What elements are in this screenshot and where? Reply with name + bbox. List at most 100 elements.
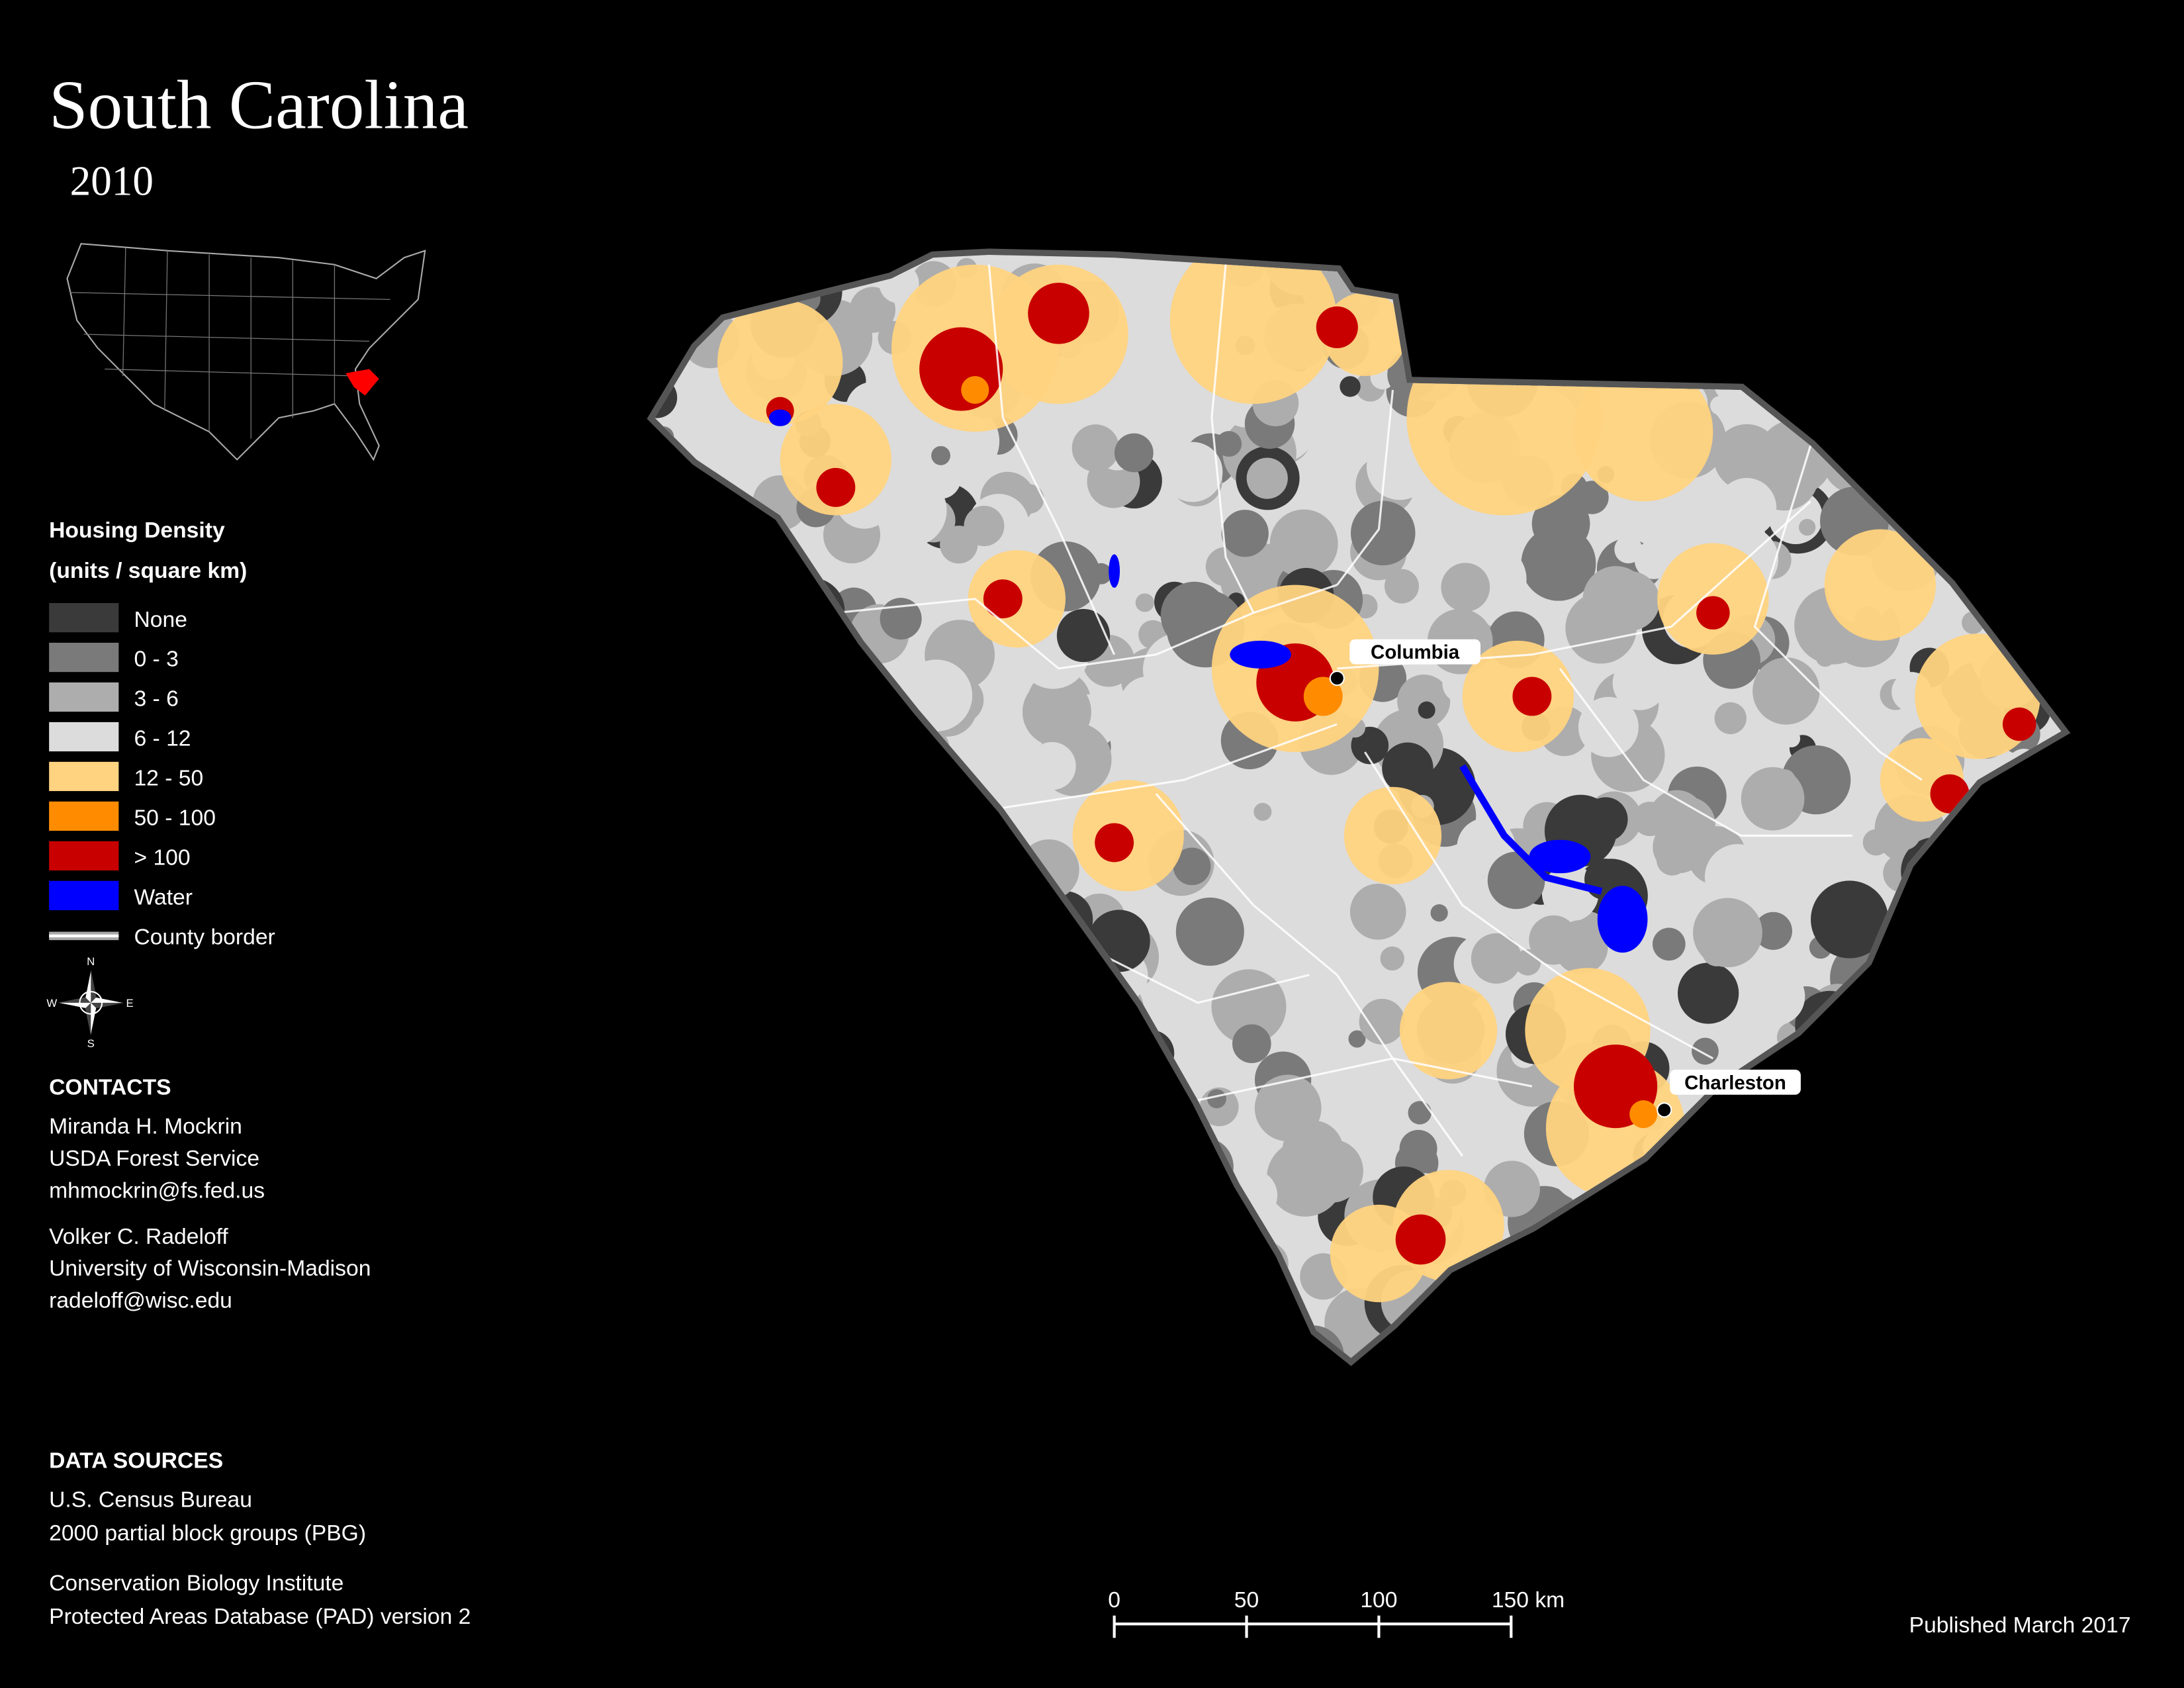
density-patch	[790, 590, 825, 625]
density-patch	[994, 915, 1033, 954]
density-patch	[1925, 990, 1981, 1046]
density-patch	[1042, 1276, 1077, 1312]
density-patch	[893, 1304, 945, 1356]
density-patch	[899, 965, 917, 983]
density-patch	[1916, 1037, 1974, 1095]
compass-n: N	[87, 955, 95, 968]
density-patch	[1491, 1290, 1520, 1319]
density-patch	[1710, 396, 1729, 416]
density-patch	[1833, 1236, 1856, 1258]
density-patch	[1987, 303, 2009, 324]
density-patch	[940, 1305, 964, 1328]
density-patch	[1053, 977, 1075, 1000]
density-patch	[772, 827, 814, 870]
density-patch	[1147, 737, 1181, 771]
density-patch	[772, 255, 806, 271]
density-patch	[1972, 255, 2035, 311]
density-patch	[1663, 1242, 1683, 1261]
density-patch	[1487, 255, 1565, 305]
density-patch	[852, 1076, 901, 1127]
density-patch	[2002, 707, 2036, 741]
density-patch	[655, 1092, 719, 1157]
density-patch	[990, 984, 1017, 1010]
density-patch	[734, 1329, 794, 1358]
density-patch	[1128, 1303, 1190, 1358]
density-patch	[1303, 677, 1343, 716]
water	[768, 409, 792, 426]
density-patch	[727, 257, 770, 301]
density-patch	[2004, 349, 2060, 404]
density-patch	[1175, 897, 1244, 966]
density-patch	[1211, 969, 1287, 1045]
scale-label: 50	[1234, 1588, 1259, 1613]
density-patch	[655, 1046, 676, 1088]
density-patch	[911, 1109, 976, 1174]
density-patch	[1006, 1225, 1042, 1260]
density-patch	[684, 853, 740, 910]
density-patch	[1776, 1234, 1848, 1307]
density-patch	[766, 1023, 834, 1090]
density-patch	[1691, 300, 1709, 318]
density-patch	[1502, 255, 1570, 302]
density-patch	[768, 698, 791, 721]
density-patch	[1611, 320, 1683, 392]
density-patch	[1673, 1179, 1712, 1218]
density-patch	[903, 829, 927, 853]
scale-bar: 0 50 100 150 km	[1108, 1588, 1565, 1638]
county-border	[1559, 667, 1852, 837]
density-patch	[1839, 1242, 1892, 1295]
density-patch	[1077, 1072, 1153, 1147]
density-patch	[2021, 765, 2055, 799]
density-patch	[803, 981, 875, 1053]
water	[1597, 886, 1648, 953]
density-patch	[929, 1284, 1001, 1356]
density-patch	[956, 930, 991, 965]
scale-label: 100	[1360, 1588, 1397, 1613]
title: South Carolina	[49, 66, 469, 144]
density-patch	[658, 590, 711, 643]
density-patch	[794, 800, 811, 818]
density-patch	[1924, 430, 1993, 498]
density-patch	[983, 579, 1023, 619]
density-patch	[1395, 1214, 1446, 1265]
density-patch	[1445, 1331, 1466, 1353]
density-patch	[1633, 802, 1668, 837]
contacts: Miranda H. Mockrin USDA Forest Service mhm…	[49, 1115, 371, 1313]
water	[1230, 640, 1291, 669]
density-patch	[712, 1109, 741, 1139]
density-patch	[680, 899, 712, 931]
density-patch	[1946, 1215, 2014, 1284]
density-patch	[1233, 755, 1309, 831]
density-patch	[1886, 377, 1919, 409]
density-patch	[1194, 1299, 1234, 1338]
density-patch	[860, 1140, 913, 1194]
density-patch	[689, 851, 754, 915]
density-patch	[1774, 319, 1805, 350]
density-patch	[1565, 1256, 1614, 1305]
density-patch	[1399, 1129, 1437, 1168]
density-patch	[1653, 820, 1706, 874]
density-patch	[961, 376, 989, 404]
density-patch	[874, 474, 947, 547]
density-patch	[1890, 989, 1917, 1015]
density-patch	[2017, 1178, 2044, 1206]
density-patch	[1071, 424, 1120, 472]
density-patch	[925, 847, 995, 918]
density-patch	[1666, 1131, 1726, 1192]
density-patch	[694, 1189, 753, 1248]
density-patch	[1655, 319, 1686, 349]
density-patch	[1917, 1243, 1958, 1283]
density-patch	[1629, 1247, 1676, 1295]
density-patch	[1531, 494, 1590, 553]
density-patch	[984, 1109, 1056, 1181]
legend-label: None	[134, 608, 187, 632]
density-patch	[1476, 1307, 1551, 1358]
density-patch	[2014, 963, 2062, 1018]
density-patch	[1954, 255, 1973, 265]
county-border	[1003, 723, 1338, 809]
density-patch	[1799, 518, 1816, 536]
density-patch	[1480, 1283, 1551, 1354]
density-patch	[1714, 702, 1747, 735]
county-border	[1085, 946, 1310, 1004]
density-patch	[816, 467, 856, 507]
